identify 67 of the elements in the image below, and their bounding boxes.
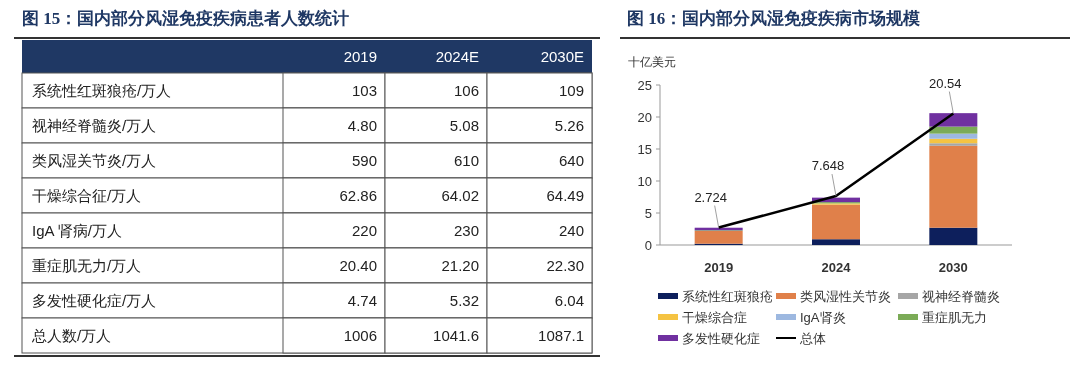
text: 4.74 (347, 292, 377, 309)
bar (812, 239, 860, 245)
category-label: 干燥综合征/万人 (32, 187, 142, 204)
y-tick-label: 10 (637, 173, 652, 189)
text: 5.08 (449, 117, 479, 134)
x-tick-label: 2030 (938, 260, 968, 275)
legend-label: 重症肌无力 (922, 310, 987, 325)
category-label: 2019 (343, 48, 377, 65)
text: 64.02 (441, 187, 479, 204)
legend-label: 类风湿性关节炎 (800, 289, 891, 304)
bar (694, 230, 743, 244)
x-tick-label: 2024 (821, 260, 852, 275)
text: 103 (351, 82, 377, 99)
data-label: 2.724 (694, 189, 727, 205)
legend-label: 干燥综合症 (682, 310, 747, 325)
text: 220 (351, 222, 377, 239)
category-label: 重症肌无力/万人 (32, 257, 142, 274)
y-tick-label: 0 (644, 237, 652, 253)
bar (812, 204, 860, 240)
text: 590 (351, 152, 377, 169)
bar (929, 126, 978, 134)
text: 230 (453, 222, 479, 239)
text: 240 (558, 222, 584, 239)
category-label: 2024E (435, 48, 479, 65)
text: 610 (453, 152, 479, 169)
text: 4.80 (347, 117, 377, 134)
text: 1041.6 (433, 327, 479, 344)
text: 64.49 (546, 187, 584, 204)
bar (929, 133, 978, 139)
legend-label: IgA肾炎 (800, 310, 846, 325)
x-tick-label: 2019 (704, 260, 734, 275)
text: 109 (558, 82, 584, 99)
y-tick-label: 25 (637, 77, 652, 93)
text: 20.40 (339, 257, 377, 274)
text: 图 15：国内部分风湿免疫疾病患者人数统计 (22, 9, 350, 28)
category-label: 视神经脊髓炎/万人 (32, 117, 157, 134)
text: 5.32 (449, 292, 479, 309)
text: 106 (453, 82, 479, 99)
text: 6.04 (554, 292, 584, 309)
category-label: 类风湿关节炎/万人 (32, 152, 157, 169)
category-label: 多发性硬化症/万人 (32, 292, 157, 309)
text: 5.26 (554, 117, 584, 134)
y-tick-label: 15 (637, 141, 652, 157)
text: 1087.1 (538, 327, 584, 344)
y-tick-label: 20 (637, 109, 652, 125)
text: 62.86 (339, 187, 377, 204)
y-axis-title: 十亿美元 (628, 55, 676, 69)
data-label: 7.648 (811, 158, 845, 174)
category-label: 系统性红斑狼疮/万人 (32, 82, 172, 99)
category-label: IgA 肾病/万人 (32, 222, 123, 239)
category-label: 总人数/万人 (32, 327, 112, 344)
text: 22.30 (546, 257, 584, 274)
legend-label: 总体 (799, 331, 826, 346)
legend-label: 视神经脊髓炎 (922, 289, 1000, 304)
bar (929, 227, 978, 245)
y-tick-label: 5 (644, 205, 652, 221)
bar (929, 145, 978, 228)
chart-title: 图 16：国内部分风湿免疫疾病市场规模 (627, 9, 921, 28)
text: 640 (558, 152, 584, 169)
text: 1006 (343, 327, 377, 344)
legend-label: 多发性硬化症 (682, 331, 760, 346)
category-label: 2030E (540, 48, 584, 65)
bar (929, 113, 978, 127)
text: 21.20 (441, 257, 479, 274)
bar (929, 143, 978, 146)
legend-label: 系统性红斑狼疮 (682, 289, 773, 304)
data-label: 20.54 (929, 75, 962, 91)
